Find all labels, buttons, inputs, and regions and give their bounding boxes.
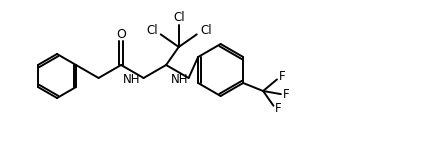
- Text: Cl: Cl: [200, 24, 211, 37]
- Text: O: O: [116, 27, 126, 40]
- Text: F: F: [279, 70, 285, 83]
- Text: Cl: Cl: [173, 12, 184, 24]
- Text: NH: NH: [122, 73, 140, 86]
- Text: NH: NH: [171, 73, 188, 86]
- Text: Cl: Cl: [146, 24, 158, 37]
- Text: F: F: [275, 102, 282, 115]
- Text: F: F: [282, 88, 289, 101]
